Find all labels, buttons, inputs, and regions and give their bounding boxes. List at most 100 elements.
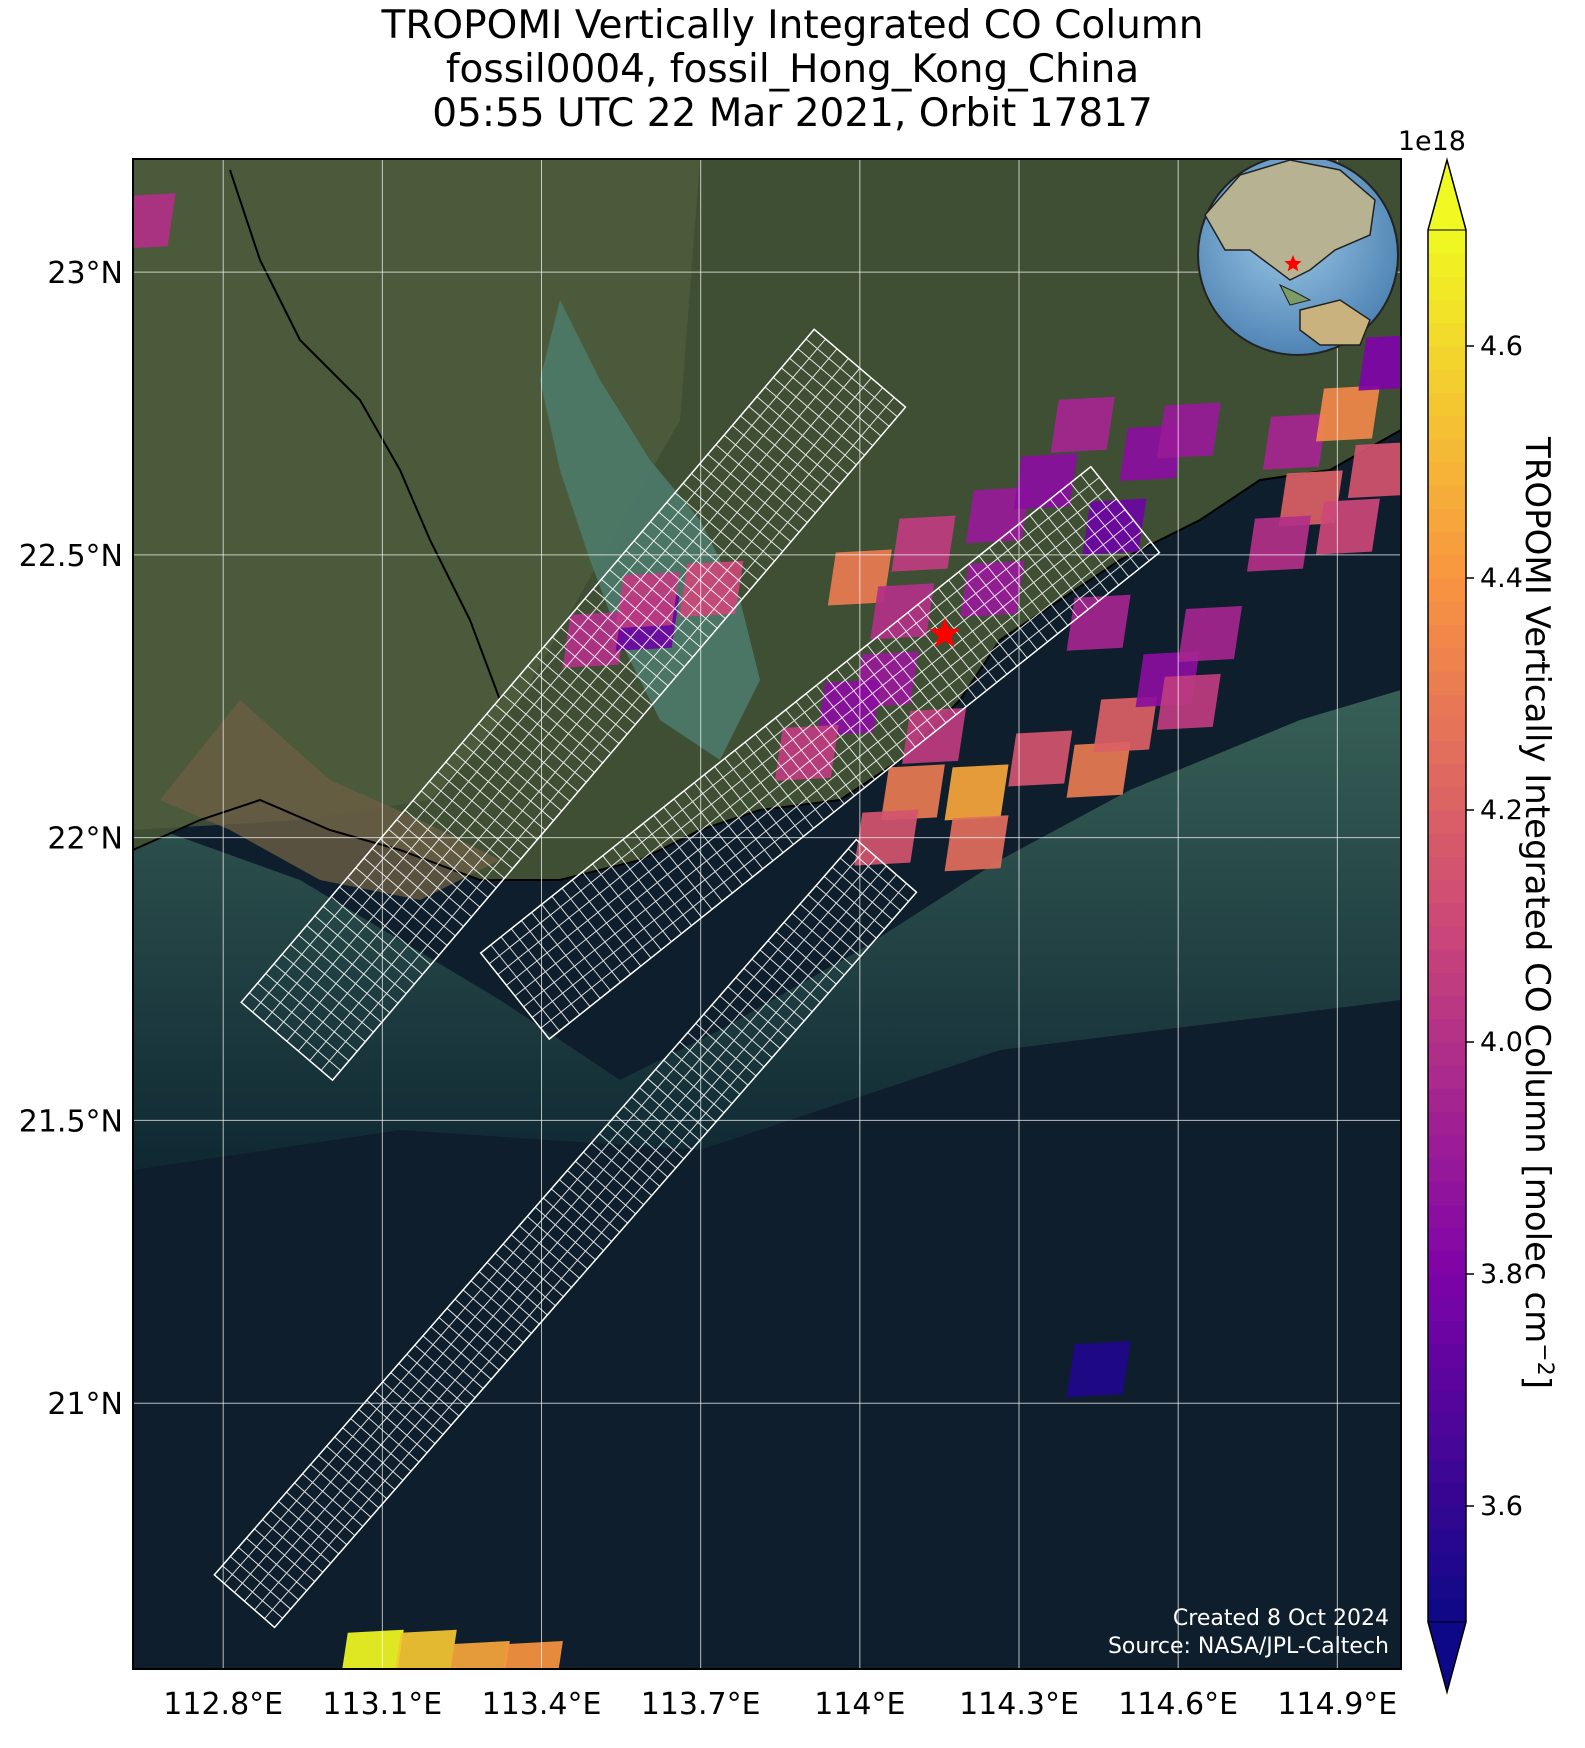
globe-continent-australia (1299, 299, 1371, 346)
colorbar-segment (1428, 485, 1466, 509)
colorbar-segment (1428, 578, 1466, 602)
colorbar-segment (1428, 1459, 1466, 1484)
colorbar-segment (1428, 670, 1466, 695)
co-pixel (774, 724, 839, 781)
colorbar-segment (1428, 1320, 1466, 1345)
co-pixel (1156, 673, 1221, 730)
colorbar-title-text: TROPOMI Vertically Integrated CO Column … (1517, 436, 1557, 1343)
map-area: Created 8 Oct 2024 Source: NASA/JPL-Calt… (133, 159, 1401, 1669)
colorbar-segment (1428, 1366, 1466, 1391)
lat-tick-label: 23°N (47, 256, 123, 291)
colorbar-segment (1428, 740, 1466, 765)
lat-tick-label: 21.5°N (19, 1104, 123, 1139)
co-pixel (870, 583, 935, 640)
colorbar-segment (1428, 1482, 1466, 1507)
colorbar-min-extend (1427, 1621, 1467, 1694)
swath-cell-grid (488, 474, 1152, 1032)
colorbar-segment (1428, 949, 1466, 973)
colorbar-segment (1428, 717, 1466, 741)
colorbar-segment (1428, 1065, 1466, 1089)
co-pixel (817, 679, 882, 736)
colorbar-segment (1428, 346, 1466, 370)
colorbar-segment (1428, 763, 1466, 788)
co-pixel (1246, 515, 1311, 572)
colorbar-segment (1428, 1158, 1466, 1182)
colorbar-segment (1428, 1552, 1466, 1577)
lon-tick-labels: 112.8°E 113.1°E 113.4°E 113.7°E 114°E 114.3°E… (163, 1687, 1397, 1722)
colorbar-segment (1428, 276, 1466, 301)
co-pixel (1066, 741, 1131, 798)
colorbar-segment (1428, 694, 1466, 718)
co-pixel (944, 764, 1009, 821)
colorbar-segment (1428, 1250, 1466, 1275)
lat-tick-labels: 23°N 22.5°N 22°N 21.5°N 21°N (19, 256, 123, 1422)
lon-tick-label: 114°E (814, 1687, 905, 1722)
colorbar-segment (1428, 322, 1466, 347)
colorbar-segment (1428, 1436, 1466, 1461)
colorbar-ticks: 3.6 3.8 4.0 4.2 4.4 4.6 (1466, 331, 1523, 1522)
colorbar-segment (1428, 1575, 1466, 1600)
colorbar-segment (1428, 1042, 1466, 1066)
lon-tick-label: 114.6°E (1118, 1687, 1238, 1722)
co-pixel (1066, 594, 1131, 651)
site-star-icon (929, 618, 960, 647)
co-pixel (1347, 442, 1401, 499)
colorbar-segment (1428, 786, 1466, 811)
co-pixel (902, 707, 967, 764)
colorbar-segment (1428, 1506, 1466, 1530)
colorbar-segment (1428, 1274, 1466, 1298)
colorbar-segment (1428, 299, 1466, 324)
colorbar-segment (1428, 1529, 1466, 1553)
river-sediment-plume (160, 700, 500, 900)
inset-globe (1197, 159, 1399, 356)
colorbar-segment (1428, 1134, 1466, 1159)
colorbar-tick-label: 4.0 (1480, 1027, 1523, 1058)
colorbar-segment (1428, 531, 1466, 556)
co-pixel (615, 572, 680, 629)
colorbar-segment (1428, 1111, 1466, 1136)
co-pixel (1315, 385, 1380, 442)
co-pixel (1093, 696, 1158, 753)
colorbar-segment (1428, 1227, 1466, 1252)
colorbar-segment (1428, 601, 1466, 625)
swath-middle (479, 465, 1161, 1041)
co-pixel (1178, 606, 1243, 663)
colorbar-tick-label: 3.8 (1480, 1259, 1523, 1290)
shelf-water (133, 690, 1401, 1170)
co-pixel (891, 515, 956, 572)
colorbar-segment (1428, 1088, 1466, 1113)
colorbar-segment (1428, 879, 1466, 904)
co-pixel (1082, 498, 1147, 555)
credit-source: Source: NASA/JPL-Caltech (1108, 1634, 1389, 1659)
colorbar-segment (1428, 554, 1466, 579)
co-pixel (450, 1641, 510, 1669)
co-pixel (1156, 402, 1221, 459)
colorbar-segment (1428, 926, 1466, 950)
lon-tick-label: 113.1°E (322, 1687, 442, 1722)
gridlines (133, 159, 1401, 1669)
colorbar-segment (1428, 902, 1466, 927)
colorbar-segment (1428, 230, 1466, 254)
lon-tick-label: 112.8°E (163, 1687, 283, 1722)
coastline (133, 429, 1401, 881)
lon-tick-label: 113.7°E (641, 1687, 761, 1722)
co-pixel (880, 764, 945, 821)
co-pixel (1013, 453, 1078, 510)
colorbar-segment (1428, 972, 1466, 997)
colorbar-tick-label: 4.2 (1480, 795, 1523, 826)
colorbar-segment (1428, 392, 1466, 417)
co-pixel (133, 193, 176, 249)
colorbar-multiplier: 1e18 (1398, 126, 1466, 157)
colorbar-segment (1428, 508, 1466, 533)
lon-tick-label: 114.9°E (1277, 1687, 1397, 1722)
title-line-2: fossil0004, fossil_Hong_Kong_China (445, 47, 1140, 92)
colorbar-max-extend (1427, 158, 1467, 231)
swath-cell-grid (249, 338, 898, 1071)
colorbar-segment (1428, 1181, 1466, 1205)
colorbar-segment (1428, 1413, 1466, 1437)
colorbar-tick-label: 3.6 (1480, 1491, 1523, 1522)
colorbar: 3.6 3.8 4.0 4.2 4.4 4.6 1e18 TROPOMI Vertical… (1398, 126, 1557, 1695)
colorbar-segment (1428, 833, 1466, 857)
colorbar-segment (1428, 438, 1466, 463)
